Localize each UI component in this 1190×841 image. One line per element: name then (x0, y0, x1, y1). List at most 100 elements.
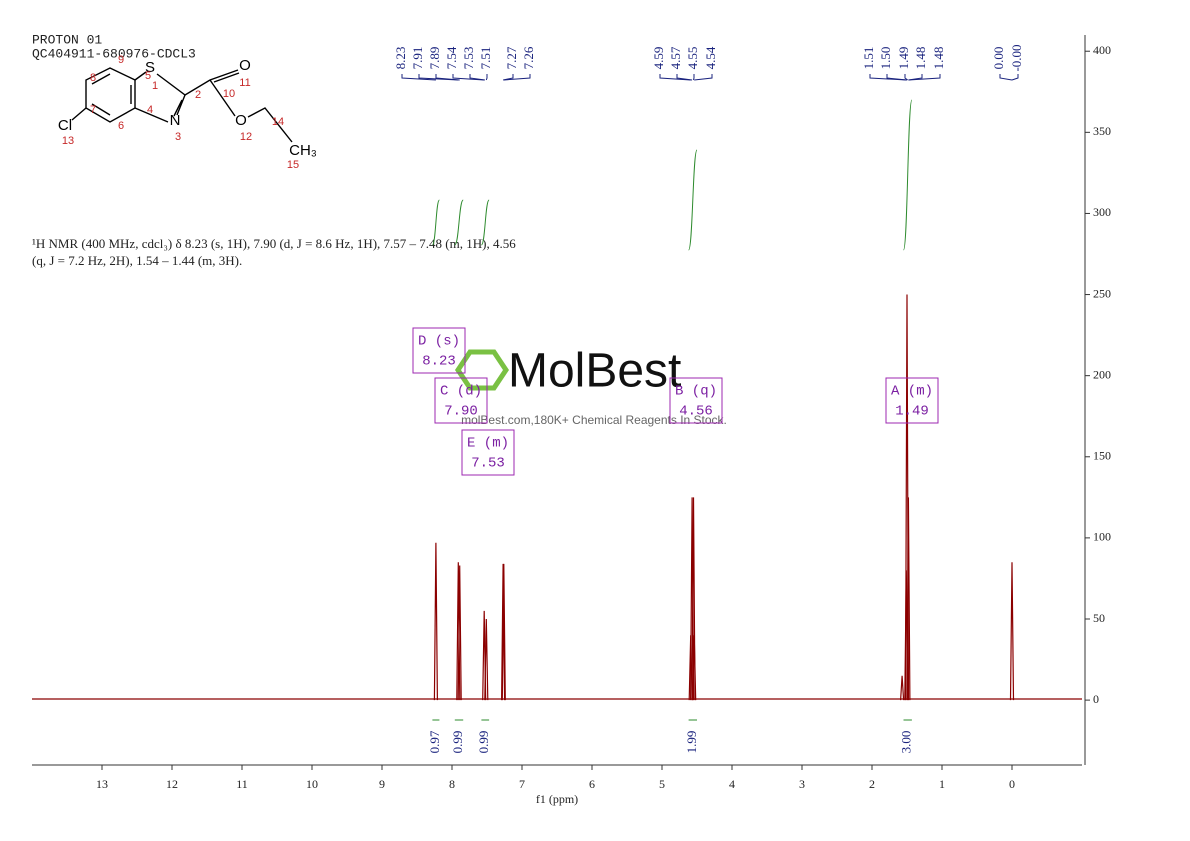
atom-label: Cl (58, 117, 72, 134)
peak-label: 1.48 (931, 47, 946, 70)
peak-label: 1.48 (913, 47, 928, 70)
peak-label: 7.51 (478, 47, 493, 70)
structure-bonds (71, 67, 293, 143)
peak-label: 1.50 (878, 47, 893, 70)
atom-number: 13 (62, 135, 74, 147)
peak-connector (908, 74, 941, 81)
integral-label: 0.97 (427, 730, 442, 753)
atom-number: 4 (147, 104, 153, 116)
x-tick-label: 3 (799, 777, 805, 791)
multiplet-name: E (m) (467, 436, 509, 452)
title: PROTON 01 (32, 32, 102, 47)
peak (900, 675, 905, 701)
peak-label: 1.51 (861, 47, 876, 70)
atom-number: 7 (90, 104, 96, 116)
y-tick-label: 100 (1093, 530, 1111, 544)
peak-connector (693, 74, 695, 81)
x-tick-label: 7 (519, 777, 525, 791)
atom-number: 8 (90, 72, 96, 84)
peak (1009, 562, 1015, 701)
x-tick-label: 9 (379, 777, 385, 791)
x-tick-label: 13 (96, 777, 108, 791)
multiplet-name: D (s) (418, 334, 460, 350)
y-tick-label: 0 (1093, 692, 1099, 706)
multiplet-shift: 7.53 (471, 456, 505, 472)
x-tick-label: 8 (449, 777, 455, 791)
atom-label: CH₃ (289, 142, 317, 159)
integral-label: 0.99 (450, 731, 465, 754)
multiplet-box (461, 429, 515, 476)
peak-label: -0.00 (1009, 44, 1024, 71)
watermark-brand: MolBest (508, 345, 681, 398)
y-tick-label: 200 (1093, 367, 1111, 381)
peak-label: 7.27 (504, 46, 519, 69)
peak-label: 7.91 (410, 47, 425, 70)
atom-label: O (239, 57, 251, 74)
x-axis-label: f1 (ppm) (536, 792, 578, 806)
atom-number: 12 (240, 131, 252, 143)
atom-label: S (145, 59, 155, 76)
multiplet-name: A (m) (891, 384, 933, 400)
atom-number: 3 (175, 131, 181, 143)
watermark-tagline: molBest.com,180K+ Chemical Reagents In S… (461, 413, 727, 427)
multiplet-name: B (q) (675, 384, 717, 400)
x-tick-label: 2 (869, 777, 875, 791)
y-tick-label: 350 (1093, 124, 1111, 138)
peak (906, 497, 911, 701)
atom-number: 6 (118, 120, 124, 132)
x-tick-label: 0 (1009, 777, 1015, 791)
y-tick-label: 250 (1093, 286, 1111, 300)
integral-curve (688, 149, 698, 251)
integral-curve (454, 199, 464, 246)
peak-connector (694, 74, 713, 81)
peak-connector (904, 74, 908, 81)
multiplet-box (669, 377, 723, 424)
peak-connector (503, 74, 531, 81)
atom-number: 5 (145, 70, 151, 82)
x-tick-label: 11 (236, 777, 248, 791)
x-tick-label: 1 (939, 777, 945, 791)
integral-label: 0.99 (476, 731, 491, 754)
peak (484, 618, 489, 701)
multiplet-shift: 7.90 (444, 404, 478, 420)
peak-label: 4.55 (685, 47, 700, 70)
atom-label: O (235, 112, 247, 129)
subtitle: QC404911-680976-CDCL3 (32, 46, 196, 61)
peak (692, 635, 697, 701)
y-tick-label: 300 (1093, 205, 1111, 219)
peak-connector (659, 74, 691, 81)
multiplet-shift: 4.56 (679, 404, 713, 420)
integral-label: 3.00 (899, 731, 914, 754)
peak-label: 7.53 (461, 47, 476, 70)
x-tick-label: 5 (659, 777, 665, 791)
peak-label: 4.54 (703, 46, 718, 69)
multiplet-box (885, 377, 939, 424)
peak-connector (886, 74, 908, 81)
x-tick-label: 12 (166, 777, 178, 791)
peak-connector (418, 74, 459, 81)
peak-connector (469, 74, 485, 81)
multiplet-shift: 8.23 (422, 354, 456, 370)
peak-connector (676, 74, 693, 81)
peak-label: 7.89 (427, 47, 442, 70)
peak-connector (435, 74, 460, 81)
peak-label: 7.26 (521, 46, 536, 69)
x-tick-label: 10 (306, 777, 318, 791)
integral-curve (480, 199, 490, 246)
integral-curve (903, 99, 913, 251)
atom-number: 2 (195, 89, 201, 101)
peak (501, 563, 506, 701)
peak (457, 565, 462, 701)
peak-label: 1.49 (896, 47, 911, 70)
integral-curve (431, 199, 440, 246)
multiplet-box (434, 377, 488, 424)
atom-number: 15 (287, 159, 299, 171)
atom-number: 10 (223, 88, 235, 100)
peak-connector (452, 74, 485, 81)
multiplet-shift: 1.49 (895, 404, 929, 420)
peak-label: 4.59 (651, 47, 666, 70)
watermark: MolBest molBest.com,180K+ Chemical Reage… (454, 345, 727, 427)
y-tick-label: 400 (1093, 43, 1111, 57)
integral-label: 1.99 (684, 731, 699, 754)
